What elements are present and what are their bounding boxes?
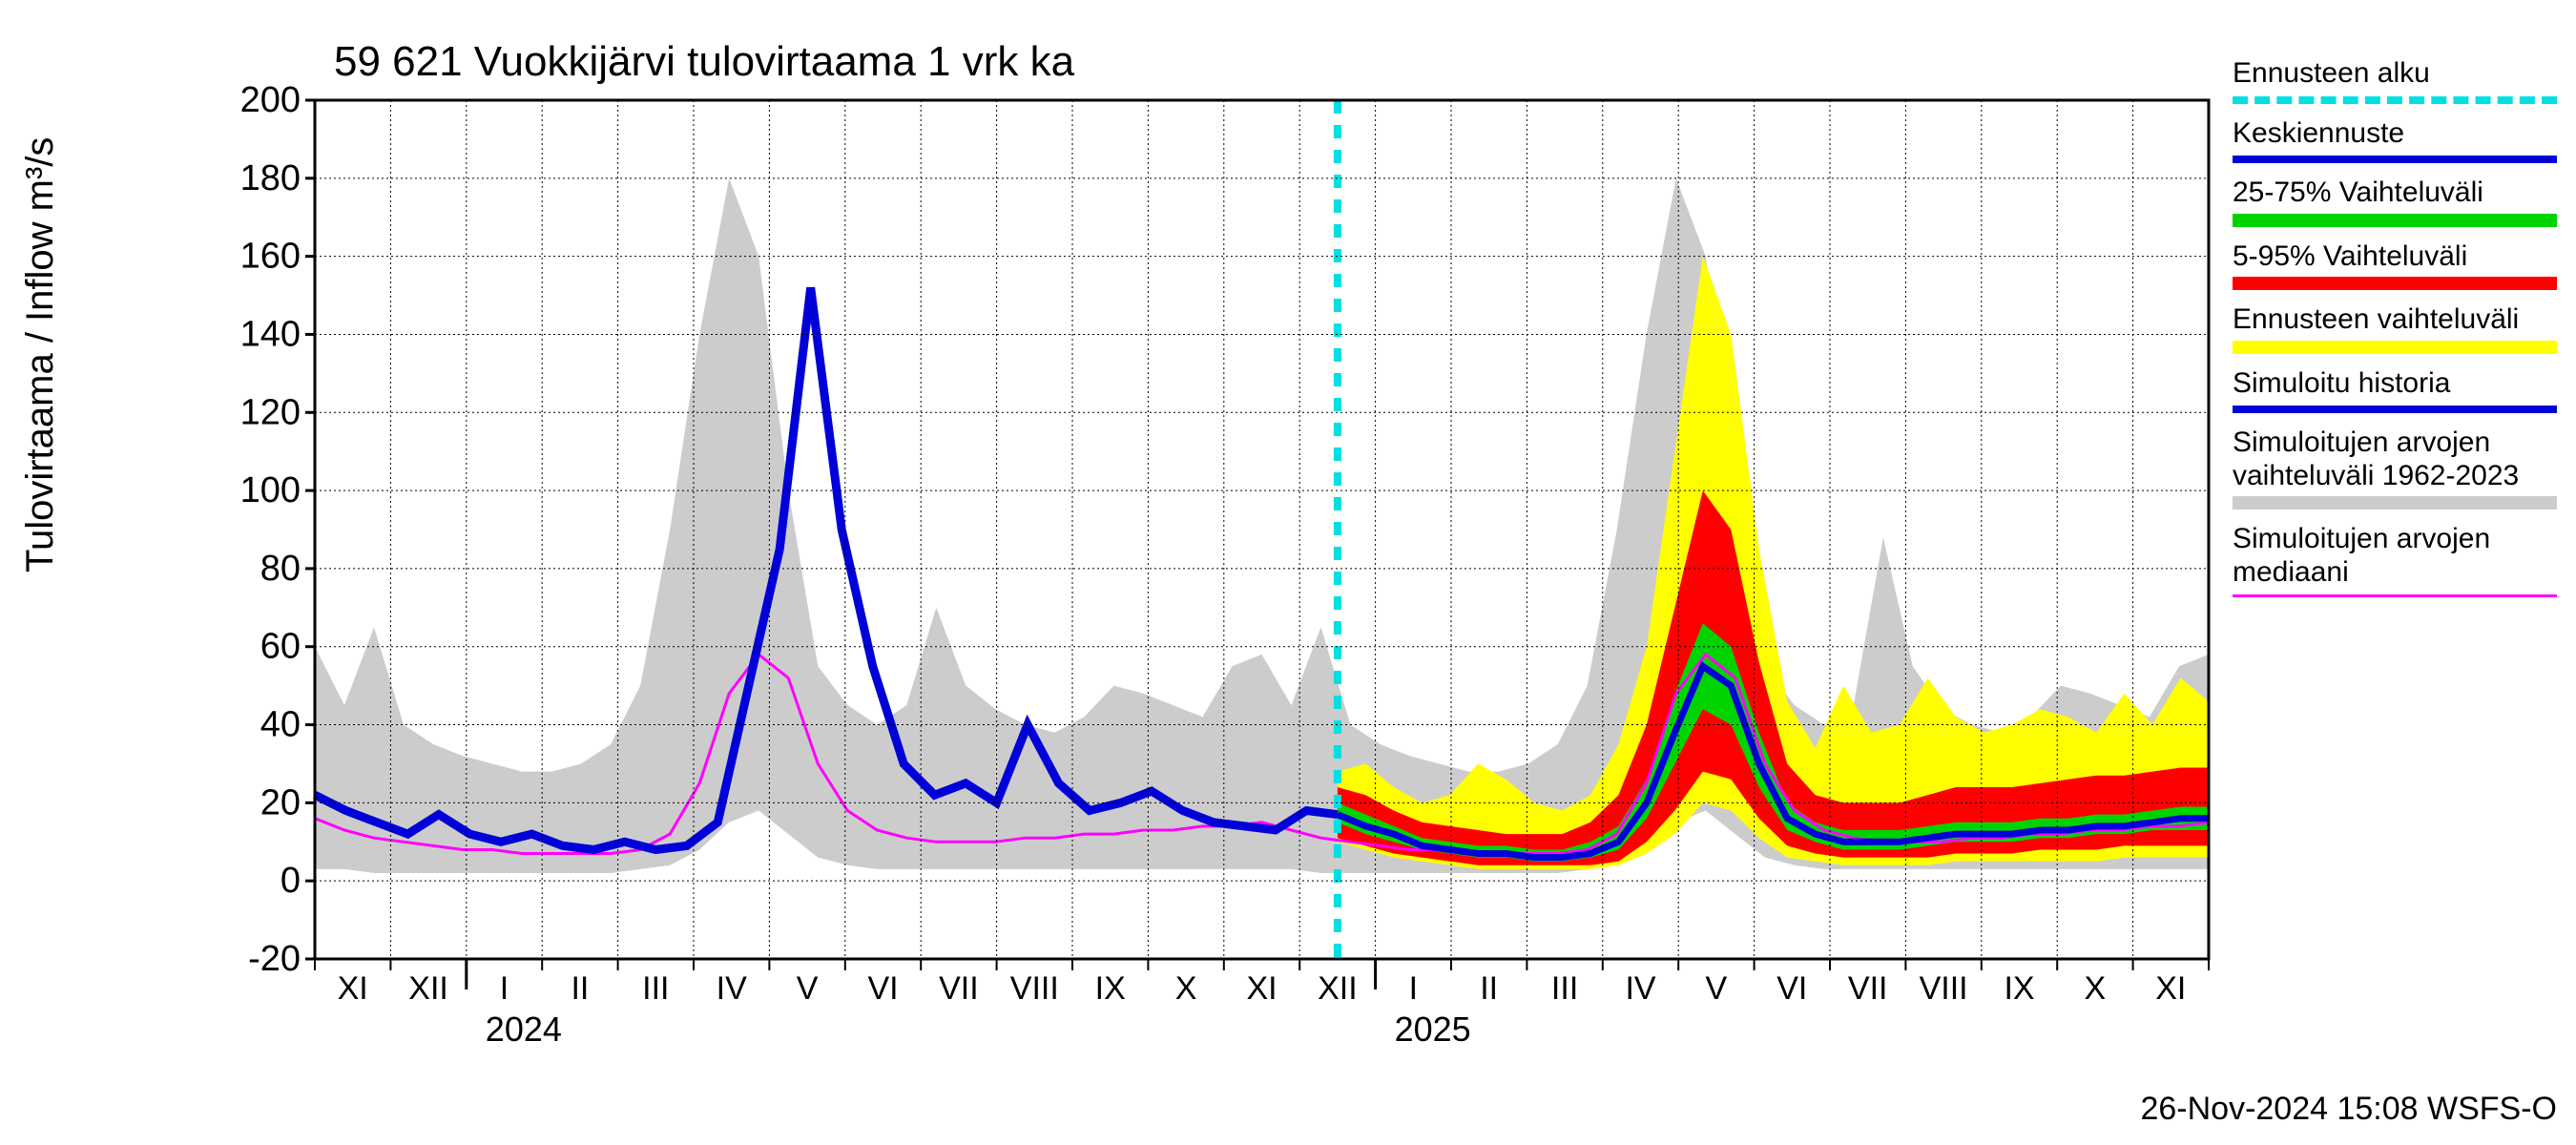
xtick-year: 2025 [1395, 1010, 1471, 1049]
ytick-label: 120 [240, 392, 301, 432]
plot-svg: -20020406080100120140160180200XIXIIIIIII… [315, 100, 2209, 1054]
legend-item: 5-95% Vaihteluväli [2233, 240, 2566, 291]
ytick-label: 100 [240, 470, 301, 510]
xtick-month: III [1551, 970, 1578, 1007]
legend-item: Simuloitujen arvojen mediaani [2233, 523, 2566, 597]
xtick-month: IX [2004, 970, 2034, 1007]
y-axis-label: Tulovirtaama / Inflow m³/s [19, 137, 62, 572]
ytick-label: -20 [248, 939, 301, 979]
xtick-month: VII [1848, 970, 1888, 1007]
chart-title: 59 621 Vuokkijärvi tulovirtaama 1 vrk ka [334, 38, 1074, 86]
xtick-month: X [1175, 970, 1197, 1007]
legend-label: Simuloitujen arvojen vaihteluväli 1962-2… [2233, 427, 2566, 492]
ytick-label: 200 [240, 80, 301, 120]
legend-item: 25-75% Vaihteluväli [2233, 177, 2566, 227]
xtick-month: VI [867, 970, 898, 1007]
legend-item: Simuloitujen arvojen vaihteluväli 1962-2… [2233, 427, 2566, 510]
xtick-month: VIII [1920, 970, 1968, 1007]
legend-item: Keskiennuste [2233, 117, 2566, 164]
ytick-label: 180 [240, 158, 301, 198]
xtick-month: IV [1625, 970, 1655, 1007]
xtick-month: X [2085, 970, 2107, 1007]
xtick-month: V [1706, 970, 1728, 1007]
legend-swatch [2233, 496, 2557, 510]
xtick-month: II [1480, 970, 1498, 1007]
xtick-month: VIII [1010, 970, 1059, 1007]
legend-label: Simuloitu historia [2233, 367, 2566, 401]
chart-container: 59 621 Vuokkijärvi tulovirtaama 1 vrk ka… [0, 0, 2576, 1145]
legend-swatch [2233, 341, 2557, 354]
legend-swatch [2233, 214, 2557, 227]
legend-label: Ennusteen vaihteluväli [2233, 303, 2566, 337]
chart-footer: 26-Nov-2024 15:08 WSFS-O [2140, 1091, 2557, 1128]
xtick-month: XI [2155, 970, 2186, 1007]
legend-item: Ennusteen alku [2233, 57, 2566, 104]
legend-label: 25-75% Vaihteluväli [2233, 177, 2566, 210]
xtick-month: XII [1318, 970, 1358, 1007]
xtick-month: I [500, 970, 509, 1007]
ytick-label: 140 [240, 314, 301, 354]
ytick-label: 40 [260, 705, 301, 745]
xtick-month: V [797, 970, 819, 1007]
legend-label: Ennusteen alku [2233, 57, 2566, 91]
xtick-month: VI [1776, 970, 1807, 1007]
xtick-year: 2024 [486, 1010, 562, 1049]
xtick-month: IV [717, 970, 747, 1007]
legend-label: 5-95% Vaihteluväli [2233, 240, 2566, 274]
legend-item: Ennusteen vaihteluväli [2233, 303, 2566, 354]
legend-label: Simuloitujen arvojen mediaani [2233, 523, 2566, 589]
legend-swatch [2233, 96, 2557, 104]
xtick-month: I [1409, 970, 1418, 1007]
ytick-label: 20 [260, 782, 301, 822]
ytick-label: 80 [260, 549, 301, 589]
legend-label: Keskiennuste [2233, 117, 2566, 151]
legend-swatch [2233, 156, 2557, 163]
xtick-month: XI [338, 970, 368, 1007]
xtick-month: VII [939, 970, 979, 1007]
xtick-month: XI [1246, 970, 1277, 1007]
xtick-month: II [571, 970, 589, 1007]
legend: Ennusteen alku Keskiennuste 25-75% Vaihtel… [2233, 57, 2566, 611]
legend-item: Simuloitu historia [2233, 367, 2566, 414]
plot-area: -20020406080100120140160180200XIXIIIIIII… [315, 100, 2209, 1054]
legend-swatch [2233, 406, 2557, 413]
ytick-label: 0 [280, 861, 301, 901]
legend-swatch [2233, 277, 2557, 290]
legend-swatch [2233, 594, 2557, 597]
ytick-label: 60 [260, 627, 301, 667]
xtick-month: III [642, 970, 669, 1007]
ytick-label: 160 [240, 237, 301, 277]
xtick-month: IX [1095, 970, 1126, 1007]
xtick-month: XII [408, 970, 448, 1007]
